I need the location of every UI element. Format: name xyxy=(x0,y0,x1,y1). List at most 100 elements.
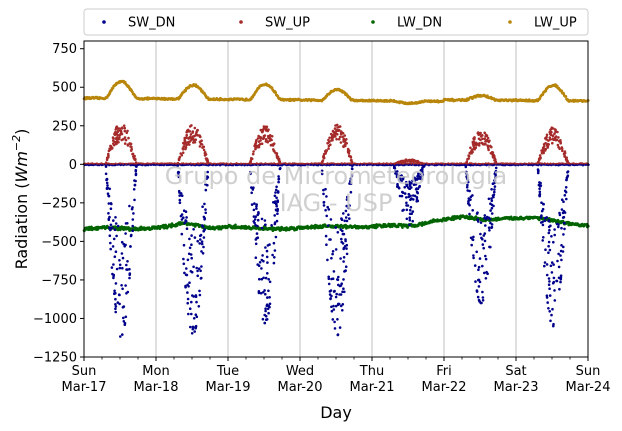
sw-dn-point xyxy=(411,219,415,223)
sw-dn-point xyxy=(275,204,279,208)
sw-up-point xyxy=(127,136,130,140)
sw-dn-point xyxy=(479,221,483,224)
sw-up-point xyxy=(474,146,478,149)
sw-dn-point xyxy=(559,249,563,253)
sw-dn-point xyxy=(134,179,137,183)
sw-dn-point xyxy=(342,232,346,236)
sw-up-point xyxy=(132,155,135,158)
sw-dn-point xyxy=(332,304,335,308)
sw-up-point xyxy=(106,156,109,159)
sw-up-point xyxy=(488,139,491,143)
sw-up-point xyxy=(336,126,339,129)
sw-dn-point xyxy=(544,248,547,251)
sw-dn-point xyxy=(268,296,271,299)
sw-up-point xyxy=(264,125,268,129)
sw-dn-point xyxy=(548,294,552,297)
sw-up-point xyxy=(472,144,475,147)
sw-up-point xyxy=(551,141,554,145)
sw-dn-point xyxy=(398,194,402,198)
lw-up-point xyxy=(274,91,278,94)
sw-dn-point xyxy=(185,273,189,277)
sw-dn-point xyxy=(548,248,552,252)
y-tick-label: 0 xyxy=(69,158,77,173)
sw-dn-point xyxy=(547,231,551,235)
sw-dn-point xyxy=(178,201,182,205)
sw-up-point xyxy=(261,137,265,141)
sw-dn-point xyxy=(268,302,272,306)
sw-up-point xyxy=(342,138,345,142)
sw-dn-point xyxy=(106,192,110,195)
sw-up-point xyxy=(472,140,476,144)
sw-up-point xyxy=(180,153,184,157)
lw-dn-point xyxy=(119,228,122,232)
sw-up-point xyxy=(330,135,334,139)
sw-dn-point xyxy=(550,235,553,238)
sw-dn-point xyxy=(331,277,335,281)
sw-dn-point xyxy=(202,236,206,239)
sw-dn-point xyxy=(261,317,265,321)
sw-up-point xyxy=(126,144,130,147)
sw-dn-point xyxy=(183,221,186,225)
sw-up-point xyxy=(277,158,281,162)
sw-dn-point xyxy=(486,272,489,276)
sw-dn-point xyxy=(198,293,202,297)
watermark-line: IAG - USP xyxy=(280,189,393,217)
lw-up-point xyxy=(560,89,563,92)
sw-up-point xyxy=(548,130,551,134)
sw-dn-point xyxy=(348,217,351,220)
sw-dn-point xyxy=(547,244,550,248)
sw-dn-point xyxy=(562,209,566,213)
sw-dn-point xyxy=(183,271,186,275)
sw-dn-point xyxy=(548,310,551,313)
sw-dn-point xyxy=(187,285,190,288)
sw-dn-point xyxy=(326,224,330,227)
sw-up-point xyxy=(128,142,131,145)
sw-up-point xyxy=(202,148,206,152)
sw-dn-point xyxy=(333,320,336,324)
sw-dn-point xyxy=(483,239,487,243)
y-tick-label: 250 xyxy=(52,119,77,134)
sw-up-point xyxy=(117,129,120,133)
sw-dn-point xyxy=(256,213,260,217)
sw-dn-point xyxy=(336,333,340,337)
sw-dn-point xyxy=(202,245,205,249)
sw-dn-point xyxy=(131,218,135,221)
sw-dn-point xyxy=(470,243,474,247)
sw-dn-point xyxy=(108,234,112,237)
sw-dn-point xyxy=(124,284,127,287)
sw-up-point xyxy=(252,150,255,153)
sw-up-point xyxy=(486,144,490,147)
lw-up-point xyxy=(541,93,545,96)
sw-dn-point xyxy=(200,265,203,268)
sw-up-point xyxy=(199,135,202,139)
sw-dn-point xyxy=(539,184,543,187)
sw-dn-point xyxy=(547,283,551,287)
sw-up-point xyxy=(184,146,188,149)
sw-dn-point xyxy=(203,218,206,221)
sw-up-point xyxy=(344,144,347,148)
sw-up-point xyxy=(404,158,407,162)
sw-dn-point xyxy=(187,312,190,316)
sw-dn-point xyxy=(345,247,348,250)
sw-dn-point xyxy=(111,245,115,248)
sw-dn-point xyxy=(266,296,269,299)
sw-dn-point xyxy=(402,208,405,212)
sw-dn-point xyxy=(266,272,269,275)
sw-up-point xyxy=(124,138,128,142)
sw-dn-point xyxy=(553,289,556,292)
sw-dn-point xyxy=(560,258,563,262)
sw-up-point xyxy=(477,133,481,136)
sw-dn-point xyxy=(552,240,555,244)
sw-dn-point xyxy=(180,213,184,216)
sw-up-point xyxy=(196,128,199,132)
sw-up-point xyxy=(254,147,257,151)
sw-up-point xyxy=(554,128,557,132)
sw-dn-point xyxy=(338,326,342,329)
sw-dn-point xyxy=(411,210,415,213)
sw-dn-point xyxy=(342,278,345,281)
sw-dn-point xyxy=(192,228,195,231)
sw-dn-point xyxy=(545,296,549,299)
sw-dn-point xyxy=(186,291,189,294)
sw-up-point xyxy=(540,149,543,152)
sw-dn-point xyxy=(261,254,264,257)
